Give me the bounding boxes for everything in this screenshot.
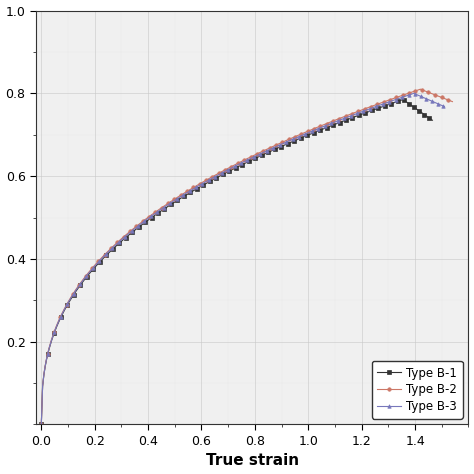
Type B-1 [81, 277, 87, 283]
Type B-2 [38, 422, 44, 428]
Type B-1 [198, 183, 204, 189]
Type B-2 [449, 99, 455, 104]
Type B-1 [429, 118, 435, 123]
Type B-2 [345, 112, 351, 118]
Type B-3 [171, 198, 177, 203]
Type B-1 [128, 230, 134, 236]
Type B-2 [418, 86, 423, 92]
Type B-3 [442, 104, 447, 109]
Type B-2 [149, 212, 155, 218]
Type B-1 [400, 97, 406, 102]
Type B-1 [40, 383, 46, 389]
Type B-3 [202, 179, 208, 185]
Type B-3 [38, 422, 44, 428]
Type B-2 [98, 255, 104, 261]
Type B-3 [51, 329, 57, 335]
Type B-3 [53, 326, 58, 332]
Line: Type B-3: Type B-3 [39, 91, 446, 426]
Type B-1 [237, 163, 243, 169]
Type B-2 [386, 97, 392, 103]
Type B-1 [171, 200, 176, 206]
Type B-2 [424, 89, 430, 95]
X-axis label: True strain: True strain [206, 454, 299, 468]
Type B-1 [38, 422, 44, 428]
Type B-3 [344, 115, 349, 120]
Legend: Type B-1, Type B-2, Type B-3: Type B-1, Type B-2, Type B-3 [372, 361, 463, 419]
Type B-3 [411, 91, 417, 96]
Line: Type B-2: Type B-2 [39, 88, 454, 426]
Type B-3 [293, 135, 299, 140]
Line: Type B-1: Type B-1 [39, 98, 434, 426]
Type B-2 [315, 124, 320, 130]
